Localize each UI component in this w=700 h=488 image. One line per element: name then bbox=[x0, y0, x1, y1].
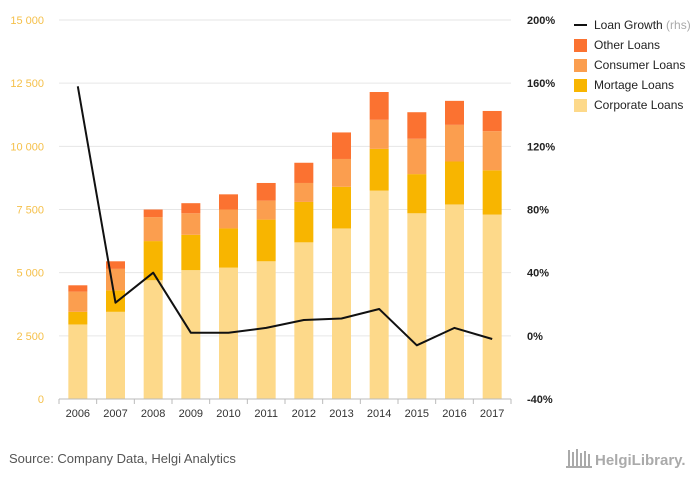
y-left-tick-label: 15 000 bbox=[10, 15, 44, 27]
helgi-library-logo: HelgiLibrary. bbox=[566, 449, 686, 469]
bar-consumer bbox=[256, 200, 276, 220]
x-tick-label: 2008 bbox=[141, 408, 165, 420]
bar-mortgage bbox=[68, 311, 88, 325]
brand-name: HelgiLibrary. bbox=[595, 452, 686, 469]
x-tick-label: 2011 bbox=[254, 408, 278, 420]
bar-corporate bbox=[68, 324, 88, 399]
bar-other bbox=[219, 194, 238, 210]
bar-consumer bbox=[294, 182, 314, 202]
x-tick-label: 2014 bbox=[367, 408, 391, 420]
bar-mortgage bbox=[181, 234, 201, 271]
bar-mortgage bbox=[143, 241, 163, 281]
source-note: Source: Company Data, Helgi Analytics bbox=[9, 451, 236, 466]
y-right-tick-label: 200% bbox=[527, 15, 555, 27]
bar-mortgage bbox=[219, 228, 238, 268]
legend-swatch bbox=[574, 79, 587, 92]
bar-corporate bbox=[106, 311, 125, 399]
bar-consumer bbox=[407, 138, 427, 175]
bar-corporate bbox=[181, 270, 201, 399]
bar-consumer bbox=[332, 158, 351, 187]
bar-mortgage bbox=[482, 170, 502, 215]
y-right-tick-label: 120% bbox=[527, 141, 555, 153]
bar-corporate bbox=[407, 213, 427, 399]
bar-consumer bbox=[106, 268, 125, 291]
bar-other bbox=[143, 209, 163, 218]
bar-consumer bbox=[445, 124, 464, 162]
bar-other bbox=[407, 112, 427, 139]
y-right-tick-label: 0% bbox=[527, 331, 543, 343]
legend-label: Other Loans bbox=[594, 38, 660, 52]
y-left-tick-label: 7 500 bbox=[16, 205, 44, 217]
bar-corporate bbox=[482, 214, 502, 399]
bar-corporate bbox=[369, 190, 389, 399]
bar-other bbox=[68, 285, 88, 292]
bar-consumer bbox=[143, 217, 163, 242]
bar-corporate bbox=[445, 204, 464, 399]
bar-other bbox=[482, 110, 502, 132]
bar-mortgage bbox=[445, 161, 464, 205]
legend-label: Corporate Loans bbox=[594, 98, 683, 112]
y-right-tick-label: 80% bbox=[527, 205, 549, 217]
legend-swatch bbox=[574, 39, 587, 52]
legend-label: Consumer Loans bbox=[594, 58, 685, 72]
bar-mortgage bbox=[294, 201, 314, 243]
x-tick-label: 2017 bbox=[480, 408, 504, 420]
bar-mortgage bbox=[256, 219, 276, 262]
bar-mortgage bbox=[369, 148, 389, 191]
legend-label: Mortage Loans bbox=[594, 78, 674, 92]
loan-growth-line-group bbox=[76, 86, 493, 347]
bar-consumer bbox=[68, 291, 88, 312]
legend-swatch bbox=[574, 59, 587, 72]
axes: 0 2 500 5 000 7 500 10 000 12 500 15 000 -40% 0%… bbox=[10, 15, 555, 420]
legend-suffix: (rhs) bbox=[666, 18, 691, 32]
x-tick-label: 2012 bbox=[292, 408, 316, 420]
bar-other bbox=[181, 203, 201, 214]
legend-swatch bbox=[574, 99, 587, 112]
bar-corporate bbox=[143, 280, 163, 399]
bar-other bbox=[445, 100, 464, 125]
x-tick-label: 2009 bbox=[179, 408, 203, 420]
bar-other bbox=[256, 182, 276, 201]
bar-other bbox=[332, 132, 351, 159]
y-left-tick-label: 10 000 bbox=[10, 141, 44, 153]
y-left-tick-label: 0 bbox=[38, 394, 44, 406]
x-tick-label: 2007 bbox=[103, 408, 127, 420]
library-icon bbox=[566, 449, 592, 468]
x-tick-label: 2006 bbox=[66, 408, 90, 420]
legend-label: Loan Growth (rhs) bbox=[594, 18, 691, 32]
loan-growth-line bbox=[76, 86, 493, 347]
y-left-tick-label: 2 500 bbox=[16, 331, 44, 343]
x-tick-label: 2010 bbox=[216, 408, 240, 420]
bar-consumer bbox=[219, 209, 238, 229]
bar-other bbox=[106, 261, 125, 269]
x-tick-label: 2016 bbox=[442, 408, 466, 420]
bar-corporate bbox=[332, 228, 351, 399]
bar-corporate bbox=[256, 261, 276, 399]
y-right-tick-label: 40% bbox=[527, 268, 549, 280]
y-left-tick-label: 5 000 bbox=[16, 268, 44, 280]
bar-mortgage bbox=[332, 186, 351, 229]
bar-consumer bbox=[482, 131, 502, 171]
y-right-tick-label: 160% bbox=[527, 78, 555, 90]
bars bbox=[68, 92, 502, 399]
bar-consumer bbox=[369, 119, 389, 149]
legend: Loan Growth (rhs) Other Loans Consumer Loa… bbox=[574, 18, 691, 112]
bar-other bbox=[294, 162, 314, 183]
x-tick-label: 2013 bbox=[329, 408, 353, 420]
y-right-tick-label: -40% bbox=[527, 394, 553, 406]
bar-other bbox=[369, 92, 389, 120]
bar-mortgage bbox=[407, 174, 427, 214]
y-left-tick-label: 12 500 bbox=[10, 78, 44, 90]
bar-consumer bbox=[181, 213, 201, 235]
grid bbox=[59, 19, 511, 400]
x-tick-label: 2015 bbox=[405, 408, 429, 420]
